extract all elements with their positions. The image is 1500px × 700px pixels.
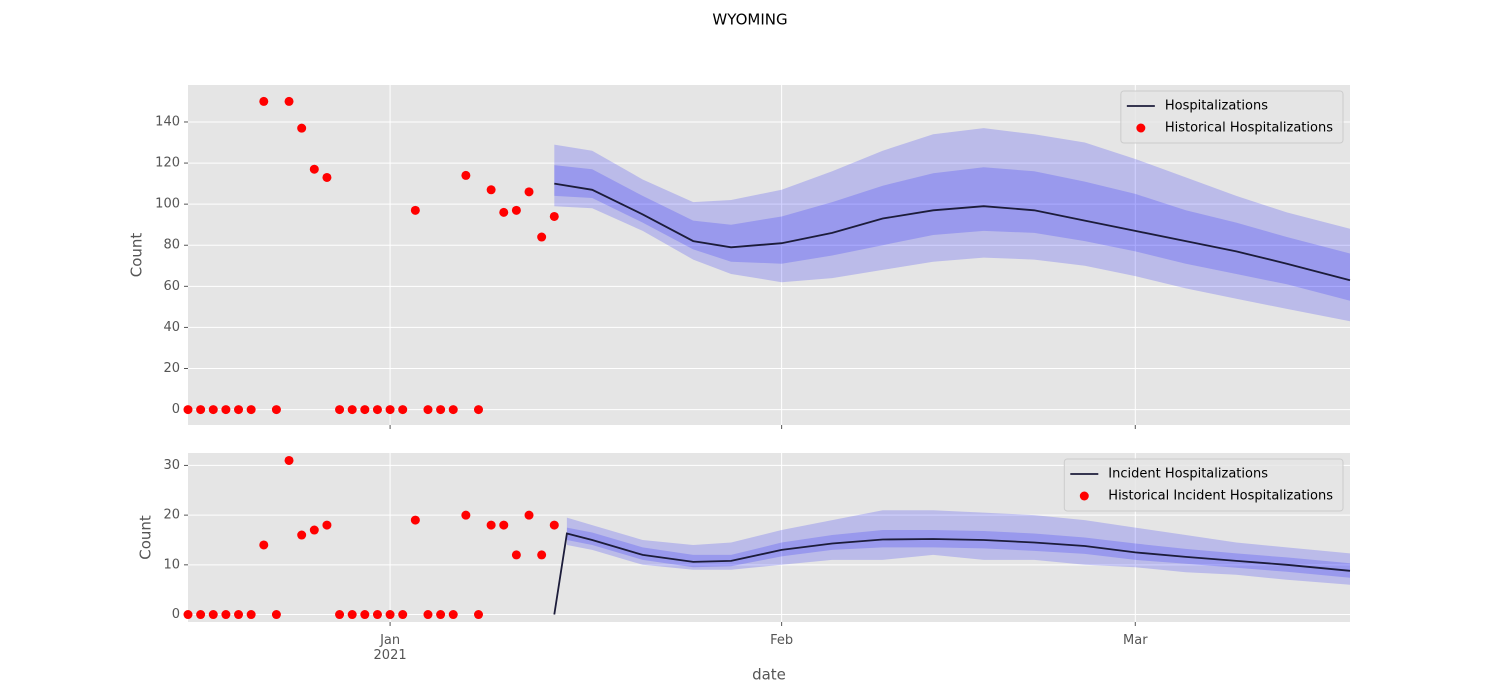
data-point: [183, 610, 193, 620]
data-point: [360, 405, 370, 415]
forecast-line: [553, 532, 1351, 615]
x-tick-label: Jan 2021: [374, 633, 407, 663]
data-point: [196, 405, 206, 415]
data-point: [537, 232, 547, 242]
data-point: [436, 610, 446, 620]
data-point: [221, 405, 231, 415]
data-point: [385, 405, 395, 415]
data-point: [474, 610, 483, 620]
forecast-band: [554, 128, 1350, 322]
data-point: [208, 405, 218, 415]
legend-label: Hospitalizations: [1165, 99, 1268, 114]
y-tick-label: 120: [155, 156, 180, 171]
data-point: [284, 455, 294, 465]
data-point: [246, 405, 256, 415]
y-tick-label: 10: [163, 557, 180, 572]
data-point: [322, 172, 332, 182]
legend-marker: [1079, 491, 1089, 501]
data-point: [423, 610, 433, 620]
legend-marker: [1136, 123, 1146, 133]
forecast-line: [554, 182, 1351, 282]
y-tick-label: 80: [163, 238, 180, 253]
data-point: [221, 610, 231, 620]
data-point: [271, 405, 281, 415]
y-tick-label: 20: [163, 508, 180, 523]
data-point: [309, 164, 319, 174]
y-tick-label: 100: [155, 197, 180, 212]
x-axis-label: date: [752, 666, 786, 684]
data-point: [271, 610, 281, 620]
data-point: [549, 211, 559, 221]
data-point: [549, 520, 559, 530]
y-tick-label: 20: [163, 361, 180, 376]
data-point: [372, 405, 382, 415]
x-tick-label: Mar: [1123, 633, 1148, 648]
figure-title: WYOMING: [712, 11, 787, 29]
y-tick-label: 40: [163, 320, 180, 335]
forecast-band: [566, 527, 1350, 578]
data-point: [297, 530, 307, 540]
data-point: [410, 205, 420, 215]
data-point: [259, 540, 269, 550]
data-point: [398, 610, 408, 620]
legend-label: Historical Incident Hospitalizations: [1108, 489, 1333, 504]
y-tick-label: 30: [163, 458, 180, 473]
legend-label: Historical Hospitalizations: [1165, 121, 1333, 136]
data-point: [524, 187, 534, 197]
data-point: [423, 405, 433, 415]
data-point: [448, 610, 458, 620]
y-tick-label: 0: [172, 607, 180, 622]
data-point: [183, 405, 193, 415]
legend-label: Incident Hospitalizations: [1108, 467, 1268, 482]
legend-box: [1120, 90, 1344, 144]
data-point: [499, 207, 509, 217]
data-point: [309, 525, 319, 535]
data-point: [410, 515, 420, 525]
data-point: [259, 96, 269, 106]
data-point: [335, 610, 345, 620]
data-point: [360, 610, 370, 620]
y-tick-label: 0: [172, 402, 180, 417]
data-point: [385, 610, 395, 620]
y-axis-label: Count: [128, 233, 146, 278]
data-point: [234, 610, 244, 620]
data-point: [436, 405, 446, 415]
forecast-band: [566, 510, 1350, 585]
legend-box: [1063, 458, 1344, 512]
data-point: [511, 550, 521, 560]
data-point: [537, 550, 547, 560]
x-tick-label: Feb: [770, 633, 793, 648]
data-point: [474, 405, 483, 415]
data-point: [297, 123, 307, 133]
data-point: [511, 205, 521, 215]
data-point: [524, 510, 534, 520]
legend: Hospitalizations Historical Hospitalizati…: [1120, 90, 1344, 144]
data-point: [284, 96, 294, 106]
data-point: [246, 610, 256, 620]
data-point: [486, 520, 496, 530]
data-point: [372, 610, 382, 620]
forecast-band: [554, 165, 1350, 301]
data-point: [347, 610, 357, 620]
legend: Incident Hospitalizations Historical Inci…: [1063, 458, 1344, 512]
data-point: [208, 610, 218, 620]
data-point: [234, 405, 244, 415]
data-point: [335, 405, 345, 415]
y-tick-label: 60: [163, 279, 180, 294]
data-point: [196, 610, 206, 620]
data-point: [499, 520, 509, 530]
data-point: [398, 405, 408, 415]
data-point: [461, 170, 471, 180]
data-point: [322, 520, 332, 530]
data-point: [448, 405, 458, 415]
y-axis-label: Count: [137, 515, 155, 560]
data-point: [486, 185, 496, 195]
y-tick-label: 140: [155, 114, 180, 129]
data-point: [461, 510, 471, 520]
data-point: [347, 405, 357, 415]
